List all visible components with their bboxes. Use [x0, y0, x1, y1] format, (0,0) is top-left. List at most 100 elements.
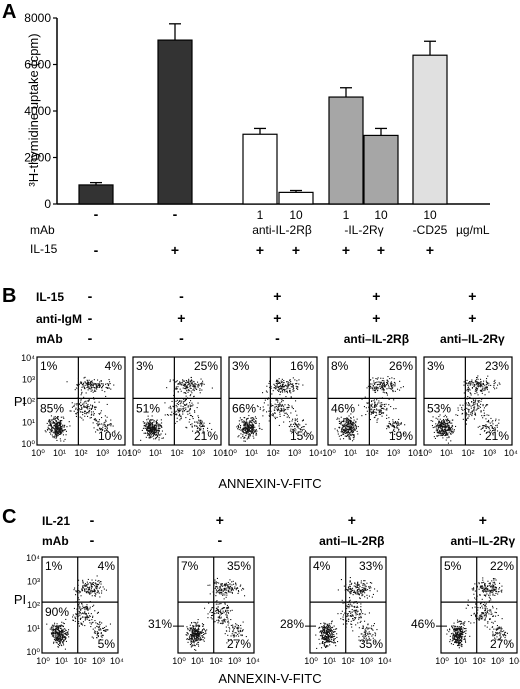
scatter-point: [152, 427, 154, 429]
scatter-point: [445, 420, 447, 422]
scatter-point: [226, 616, 228, 618]
scatter-point: [461, 626, 463, 628]
scatter-point: [400, 387, 402, 389]
scatter-point: [85, 607, 87, 609]
scatter-point: [286, 392, 288, 394]
scatter-point: [225, 626, 227, 628]
scatter-point: [63, 639, 65, 641]
scatter-point: [99, 429, 101, 431]
scatter-point: [82, 579, 84, 581]
scatter-point: [386, 425, 388, 427]
scatter-point: [174, 388, 176, 390]
scatter-point: [285, 396, 287, 398]
scatter-point: [106, 429, 108, 431]
scatter-point: [297, 420, 299, 422]
scatter-point: [453, 430, 455, 432]
scatter-point: [376, 405, 378, 407]
scatter-point: [346, 434, 348, 436]
scatter-point: [176, 388, 178, 390]
scatter-point: [466, 389, 468, 391]
scatter-point: [94, 582, 96, 584]
scatter-point: [183, 398, 185, 400]
scatter-point: [143, 432, 145, 434]
scatter-point: [81, 417, 83, 419]
scatter-point: [147, 431, 149, 433]
scatter-point: [64, 633, 66, 635]
panel-a-il15-sign: +: [426, 242, 434, 258]
scatter-point: [468, 403, 470, 405]
scatter-point: [292, 418, 294, 420]
scatter-point: [60, 642, 62, 644]
scatter-point: [64, 639, 66, 641]
scatter-point: [203, 422, 205, 424]
scatter-point: [179, 408, 181, 410]
scatter-point: [196, 630, 198, 632]
scatter-point: [282, 385, 284, 387]
scatter-point: [473, 410, 475, 412]
scatter-point: [92, 615, 94, 617]
scatter-point: [57, 418, 59, 420]
scatter-point: [226, 616, 228, 618]
quadrant-upper-left: 4%: [313, 559, 331, 573]
scatter-point: [336, 418, 338, 420]
scatter-point: [354, 605, 356, 607]
scatter-point: [439, 420, 441, 422]
scatter-point: [236, 587, 238, 589]
scatter-point: [371, 635, 373, 637]
scatter-point: [320, 631, 322, 633]
scatter-point: [468, 414, 470, 416]
scatter-point: [192, 416, 194, 418]
scatter-point: [271, 393, 273, 395]
scatter-point: [174, 413, 176, 415]
scatter-point: [60, 630, 62, 632]
scatter-point: [182, 408, 184, 410]
scatter-point: [376, 629, 378, 631]
scatter-point: [85, 413, 87, 415]
scatter-point: [443, 426, 445, 428]
scatter-point: [238, 632, 240, 634]
scatter-point: [431, 425, 433, 427]
scatter-point: [200, 423, 202, 425]
scatter-point: [467, 384, 469, 386]
scatter-point: [477, 375, 479, 377]
scatter-point: [225, 596, 227, 598]
scatter-point: [207, 617, 209, 619]
scatter-point: [202, 636, 204, 638]
x-tick-label: 10¹: [440, 448, 453, 458]
scatter-point: [252, 417, 254, 419]
quadrant-upper-right: 33%: [359, 559, 383, 573]
scatter-point: [250, 432, 252, 434]
scatter-point: [160, 425, 162, 427]
scatter-point: [91, 382, 93, 384]
scatter-point: [350, 423, 352, 425]
scatter-point: [366, 410, 368, 412]
scatter-point: [279, 413, 281, 415]
scatter-point: [474, 381, 476, 383]
scatter-point: [81, 403, 83, 405]
scatter-point: [347, 613, 349, 615]
scatter-point: [189, 406, 191, 408]
scatter-point: [198, 635, 200, 637]
scatter-point: [190, 381, 192, 383]
scatter-point: [177, 391, 179, 393]
scatter-point: [262, 392, 264, 394]
scatter-point: [55, 431, 57, 433]
scatter-point: [100, 581, 102, 583]
scatter-point: [349, 586, 351, 588]
scatter-point: [174, 411, 176, 413]
scatter-point: [90, 384, 92, 386]
panel-b-flow-plots: IL-15 anti-IgM mAb 1% 4%85%10%10⁰ 10¹ 10² 10…: [14, 288, 518, 491]
scatter-point: [79, 618, 81, 620]
scatter-point: [177, 411, 179, 413]
scatter-point: [197, 427, 199, 429]
scatter-point: [199, 419, 201, 421]
scatter-point: [474, 390, 476, 392]
scatter-point: [185, 634, 187, 636]
scatter-point: [346, 608, 348, 610]
scatter-point: [153, 428, 155, 430]
scatter-point: [218, 611, 220, 613]
scatter-point: [76, 608, 78, 610]
scatter-point: [466, 379, 468, 381]
scatter-point: [375, 412, 377, 414]
scatter-point: [218, 590, 220, 592]
